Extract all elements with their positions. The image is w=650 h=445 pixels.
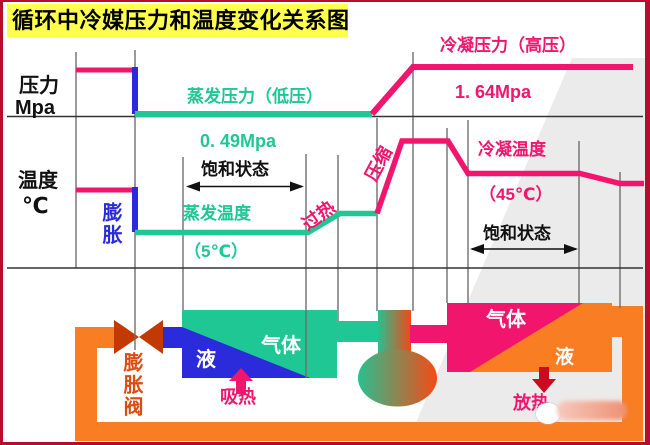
pressure-axis-label: 压力 bbox=[19, 75, 59, 97]
watermark-cloud-blob bbox=[536, 403, 560, 424]
evaporating-pressure-label: 蒸发压力（低压） bbox=[187, 87, 323, 106]
condenser-gas-region bbox=[447, 303, 583, 372]
pipe-suction-green bbox=[337, 321, 379, 342]
evaporator-liquid-region bbox=[182, 327, 310, 378]
saturation-arrow-left bbox=[186, 181, 304, 192]
expansion-valve-label: 膨胀阀 bbox=[120, 352, 142, 418]
pipe-condenser-outlet bbox=[607, 306, 643, 337]
compressor bbox=[358, 310, 437, 407]
arrow-head-right-icon bbox=[564, 244, 578, 254]
compressor-stem bbox=[378, 310, 411, 355]
condensing-temperature-label: 冷凝温度 bbox=[478, 140, 546, 159]
valve-right-triangle bbox=[139, 320, 163, 354]
saturation-arrow-right bbox=[470, 244, 578, 254]
watermark-blurred-logo bbox=[557, 401, 627, 420]
condensing-pressure-line bbox=[369, 64, 633, 116]
evaporating-temperature-label: 蒸发温度 bbox=[183, 204, 251, 223]
temperature-axis-label: 温度 bbox=[18, 170, 58, 192]
evaporator bbox=[182, 310, 337, 378]
evaporator-gas-label: 气体 bbox=[261, 335, 301, 357]
saturation-state-label-left: 饱和状态 bbox=[201, 160, 269, 179]
temperature-curve bbox=[76, 138, 644, 236]
evaporating-temperature-value: （5℃） bbox=[184, 242, 249, 261]
valve-left-triangle bbox=[114, 320, 139, 354]
evaporating-temperature-line bbox=[135, 210, 377, 236]
condenser-liquid-label: 液 bbox=[555, 347, 575, 368]
arrow-head-right-icon bbox=[290, 181, 304, 192]
condenser bbox=[447, 303, 612, 372]
heat-absorb-label: 吸热 bbox=[220, 387, 256, 407]
pipe-left-vertical bbox=[75, 327, 97, 441]
pipe-right-vertical bbox=[622, 306, 643, 441]
saturation-state-label-right: 饱和状态 bbox=[483, 224, 551, 243]
pipe-loop bbox=[75, 306, 643, 441]
pipe-bottom bbox=[75, 422, 643, 441]
temperature-axis-unit: ℃ bbox=[22, 193, 49, 218]
condensing-temperature-value: （45℃） bbox=[479, 185, 553, 204]
heat-absorb-up-arrow-icon bbox=[229, 368, 253, 394]
evaporator-liquid-label: 液 bbox=[196, 349, 216, 371]
arrow-head-left-icon bbox=[186, 181, 200, 192]
condensing-pressure-value: 1. 64Mpa bbox=[455, 82, 532, 102]
evaporating-pressure-value: 0. 49Mpa bbox=[200, 131, 277, 151]
arrow-head-left-icon bbox=[470, 244, 484, 254]
compressor-body bbox=[358, 349, 437, 407]
heat-release-down-arrow-icon bbox=[532, 367, 556, 393]
pipe-discharge-magenta bbox=[410, 325, 450, 343]
condensing-temperature-line bbox=[374, 138, 644, 215]
pressure-curve bbox=[76, 64, 633, 117]
expansion-valve-icon bbox=[114, 320, 163, 354]
expansion-label: 膨胀 bbox=[99, 202, 121, 246]
condenser-gas-label: 气体 bbox=[486, 309, 526, 331]
pressure-axis-unit: Mpa bbox=[15, 97, 55, 119]
page-title: 循环中冷媒压力和温度变化关系图 bbox=[7, 4, 349, 37]
condensing-pressure-label: 冷凝压力（高压） bbox=[440, 36, 576, 55]
